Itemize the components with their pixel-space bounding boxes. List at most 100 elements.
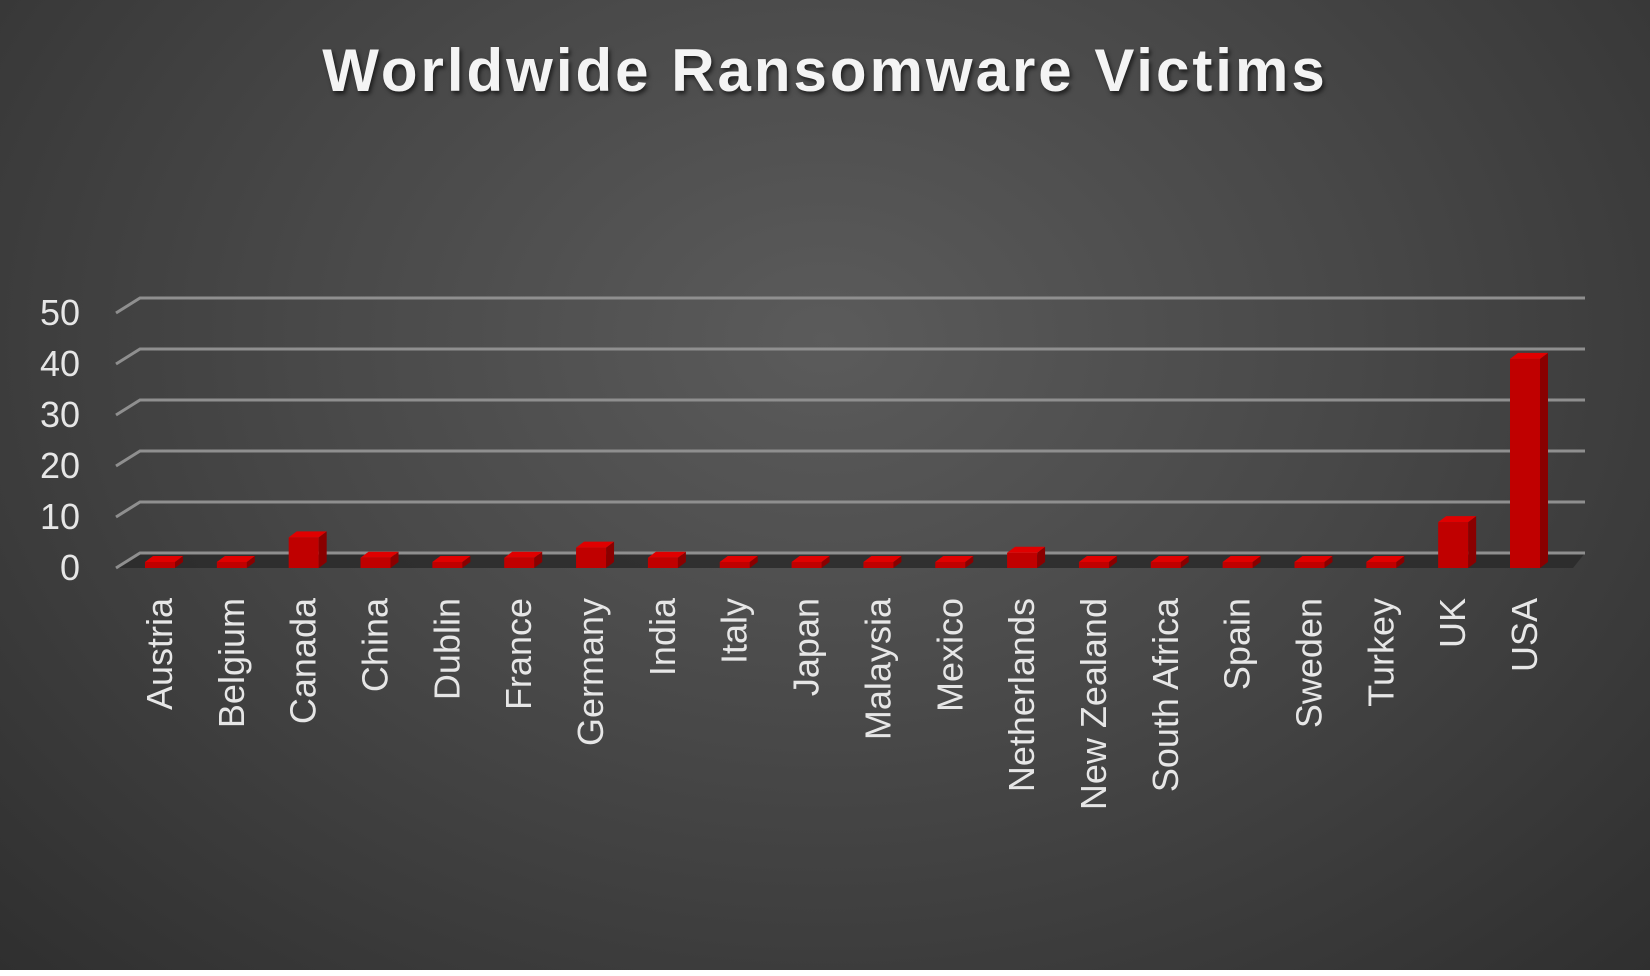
- bar-side: [318, 531, 327, 568]
- bar-top: [647, 551, 686, 558]
- x-tick-label: USA: [1504, 598, 1545, 672]
- bar-top: [863, 556, 902, 562]
- bar-top: [216, 556, 255, 562]
- x-tick-label: France: [498, 598, 539, 710]
- bar: [719, 556, 758, 568]
- bar: [935, 556, 974, 568]
- bar: [647, 551, 686, 568]
- bar: [576, 541, 615, 568]
- gridline: [115, 500, 1585, 519]
- bar-front: [1366, 562, 1397, 568]
- bar-top: [1294, 556, 1333, 562]
- bar-front: [1007, 552, 1038, 568]
- x-tick-label: Belgium: [211, 598, 252, 728]
- x-tick-label: South Africa: [1145, 597, 1186, 792]
- bar-side: [965, 556, 974, 568]
- bar-top: [791, 556, 830, 562]
- bar-side: [893, 556, 902, 568]
- x-tick-label: Austria: [139, 597, 180, 710]
- bar-front: [1510, 358, 1540, 568]
- bar-top: [576, 541, 615, 548]
- bar: [1222, 556, 1261, 568]
- x-tick-label: Turkey: [1360, 598, 1401, 707]
- bar-front: [1222, 562, 1253, 568]
- bar: [1150, 556, 1189, 568]
- gridline: [115, 551, 1585, 570]
- bar-top: [1366, 556, 1405, 562]
- bar-side: [821, 556, 830, 568]
- bar-side: [1108, 556, 1117, 568]
- bar: [1294, 556, 1333, 568]
- bar: [360, 551, 399, 568]
- bar-side: [1324, 556, 1333, 568]
- x-tick-label: Germany: [570, 598, 611, 746]
- y-tick-label: 20: [40, 445, 80, 486]
- bar-side: [1180, 556, 1189, 568]
- bar-front: [1294, 562, 1325, 568]
- bar-top: [1078, 556, 1117, 562]
- gridline: [115, 296, 1585, 315]
- bar-front: [719, 562, 750, 568]
- bar: [1078, 556, 1117, 568]
- x-tick-label: New Zealand: [1073, 598, 1114, 810]
- x-tick-label: Japan: [786, 598, 827, 696]
- bar-side: [677, 551, 686, 568]
- bar-side: [1037, 546, 1046, 568]
- bar-front: [1078, 562, 1109, 568]
- bar-front: [935, 562, 966, 568]
- x-tick-label: Netherlands: [1001, 598, 1042, 792]
- bar: [288, 531, 327, 568]
- bar-top: [1438, 516, 1477, 523]
- bar-front: [145, 562, 175, 568]
- bar-side: [1252, 556, 1261, 568]
- gridline: [115, 449, 1585, 468]
- bar: [145, 556, 183, 568]
- bar-top: [1510, 352, 1548, 359]
- bar-top: [360, 551, 399, 558]
- bar-side: [534, 551, 543, 568]
- bar-side: [175, 556, 183, 568]
- bar: [216, 556, 255, 568]
- bar-side: [749, 556, 758, 568]
- x-tick-label: Malaysia: [857, 597, 898, 740]
- bar-top: [288, 531, 327, 538]
- bar-side: [246, 556, 255, 568]
- bar-side: [1540, 352, 1548, 568]
- bar-front: [647, 557, 678, 568]
- plot-floor: [116, 553, 1585, 568]
- gridlines: [115, 296, 1585, 570]
- y-tick-label: 0: [60, 547, 80, 588]
- x-tick-label: Mexico: [929, 598, 970, 712]
- x-tick-label: India: [642, 597, 683, 676]
- bar-side: [462, 556, 471, 568]
- y-tick-label: 50: [40, 292, 80, 333]
- bar-top: [1007, 546, 1046, 553]
- bar-front: [432, 562, 463, 568]
- bar: [1007, 546, 1046, 568]
- bar-front: [863, 562, 894, 568]
- bar-top: [1150, 556, 1189, 562]
- y-tick-label: 40: [40, 343, 80, 384]
- gridline: [115, 398, 1585, 417]
- x-tick-label: China: [355, 597, 396, 692]
- bar-top: [719, 556, 758, 562]
- bar-top: [504, 551, 543, 558]
- bar-top: [1222, 556, 1261, 562]
- bar-front: [576, 547, 607, 568]
- x-tick-label: Sweden: [1288, 598, 1329, 728]
- bar-front: [504, 557, 535, 568]
- bar: [791, 556, 830, 568]
- x-tick-label: Dublin: [426, 598, 467, 700]
- bar-side: [606, 541, 615, 568]
- bar: [863, 556, 902, 568]
- bar-side: [1468, 516, 1477, 568]
- bar-front: [288, 537, 319, 568]
- bar-front: [360, 557, 391, 568]
- x-tick-label: Spain: [1217, 598, 1258, 690]
- bar: [1438, 516, 1477, 568]
- bar-side: [1396, 556, 1405, 568]
- bar-top: [432, 556, 471, 562]
- y-tick-label: 10: [40, 496, 80, 537]
